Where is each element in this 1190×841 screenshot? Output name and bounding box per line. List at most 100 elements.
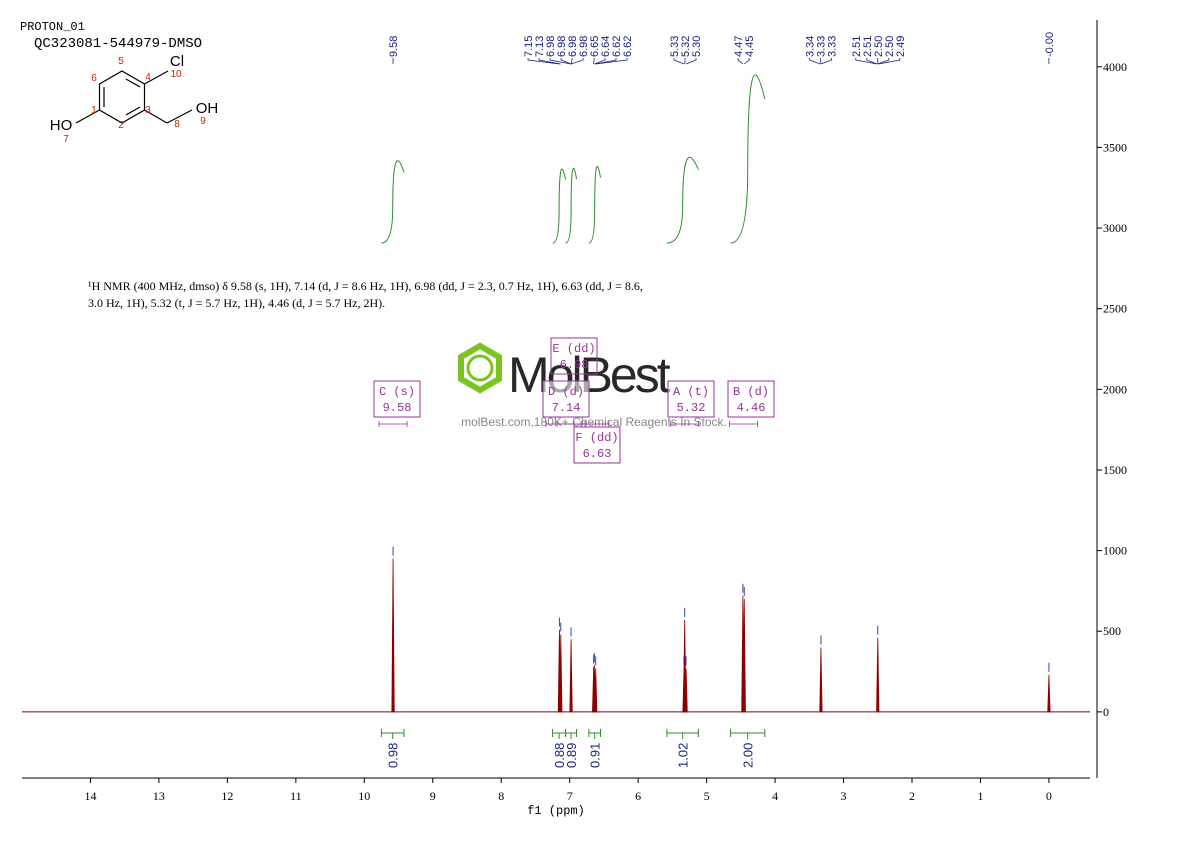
multiplet-label: F (dd) [575, 431, 618, 445]
y-tick-label: 0 [1103, 705, 1109, 719]
peak-label: 6.62 [611, 36, 623, 57]
peak-label-leader [595, 58, 617, 65]
x-tick-label: 3 [841, 789, 847, 803]
y-tick-label: 3500 [1103, 140, 1127, 154]
atom-number: 8 [174, 119, 180, 130]
peak-label: -0.00 [1044, 32, 1056, 57]
molecule-bonds [75, 70, 193, 124]
peak-label: 6.98 [556, 36, 568, 57]
atom-number: 6 [91, 73, 97, 84]
x-tick-label: 12 [221, 789, 233, 803]
integral-bracket [552, 729, 567, 739]
watermark-brand: MolBest [508, 347, 671, 403]
peak-label: 5.30 [691, 36, 703, 57]
atom-label: Cl [170, 53, 184, 70]
x-tick-label: 9 [430, 789, 436, 803]
x-tick-label: 6 [635, 789, 641, 803]
x-tick-label: 10 [358, 789, 370, 803]
x-tick-label: 14 [84, 789, 96, 803]
peak-label: 2.51 [862, 36, 874, 57]
peak-label: 6.98 [545, 36, 557, 57]
multiplet-label: E (dd) [552, 342, 595, 356]
peak-label: 7.15 [523, 36, 535, 57]
peak-label: 5.33 [669, 36, 681, 57]
atom-number: 5 [118, 56, 124, 67]
peak [684, 668, 688, 713]
atom-number: 3 [145, 105, 151, 116]
y-tick-label: 500 [1103, 624, 1121, 638]
peak [559, 634, 563, 713]
multiplet-shift: 4.46 [737, 401, 766, 415]
y-tick-label: 3000 [1103, 221, 1127, 235]
integral-curve [730, 74, 766, 244]
y-tick-label: 1500 [1103, 463, 1127, 477]
watermark-tagline: molBest.com,180K+ Chemical Reagents In S… [461, 415, 727, 429]
atom-number: 4 [145, 72, 151, 83]
multiplet-box [542, 380, 590, 418]
integral-curve [666, 156, 699, 244]
integral-bracket [380, 729, 405, 739]
peak-label-leader [878, 58, 901, 65]
peak-label-leader [673, 58, 685, 65]
atom-number: 7 [63, 134, 69, 145]
integral-label: 0.88 [552, 743, 567, 768]
peak [819, 647, 823, 713]
x-tick-label: 11 [290, 789, 302, 803]
peak-label: 9.58 [388, 36, 400, 57]
peak [594, 668, 598, 713]
x-tick-label: 13 [153, 789, 165, 803]
peak-label: 6.64 [600, 36, 612, 57]
integral-bracket [588, 729, 601, 739]
multiplet-shift: 6.98 [560, 358, 589, 372]
peak-label: 6.98 [578, 36, 590, 57]
multiplet-label: B (d) [733, 385, 769, 399]
peak-label-leader [595, 58, 628, 65]
peak-label-leader [549, 58, 572, 65]
peak [1047, 674, 1051, 713]
integral-label: 0.98 [386, 743, 401, 768]
x-axis-label: f1 (ppm) [527, 804, 585, 818]
peak-label: 6.98 [567, 36, 579, 57]
multiplet-bracket [378, 421, 408, 427]
peak-label-leader [820, 58, 833, 65]
peak-label-leader [877, 58, 890, 65]
integral-bracket [666, 729, 699, 739]
multiplet-label: D (d) [548, 385, 584, 399]
chart-title: PROTON_01 [20, 20, 85, 34]
peak-label: 5.32 [680, 36, 692, 57]
logo-icon [458, 342, 502, 394]
peak [876, 637, 880, 713]
multiplet-box [573, 426, 621, 464]
integral-label: 0.89 [564, 743, 579, 768]
x-tick-label: 4 [772, 789, 778, 803]
peak-label-leader [538, 58, 561, 65]
peak-label-leader [737, 58, 744, 65]
peak-label-leader [866, 58, 878, 65]
peak-label-leader [855, 58, 878, 65]
integral-bracket [565, 729, 578, 739]
integral-curve [588, 166, 601, 244]
peak [391, 558, 395, 713]
integral-label: 1.02 [676, 743, 691, 768]
multiplet-bracket [670, 421, 700, 427]
multiplet-bracket [545, 421, 575, 427]
peak-label-leader [560, 58, 572, 65]
peak-label: 4.45 [744, 36, 756, 57]
integral-curve [552, 168, 567, 244]
multiplet-bracket [729, 421, 758, 427]
multiplet-shift: 5.32 [677, 401, 706, 415]
peak-label: 3.33 [816, 36, 828, 57]
peak-label-leader [594, 58, 606, 65]
peak [742, 598, 746, 713]
peak-label-leader [570, 58, 573, 65]
multiplet-box [373, 380, 421, 418]
peak-label-leader [685, 58, 697, 65]
integral-bracket [730, 729, 766, 739]
atom-number: 10 [170, 69, 182, 80]
peak-label: 6.62 [622, 36, 634, 57]
x-tick-label: 1 [977, 789, 983, 803]
x-tick-label: 2 [909, 789, 915, 803]
multiplet-shift: 6.63 [583, 447, 612, 461]
peak-label-leader [744, 58, 750, 65]
